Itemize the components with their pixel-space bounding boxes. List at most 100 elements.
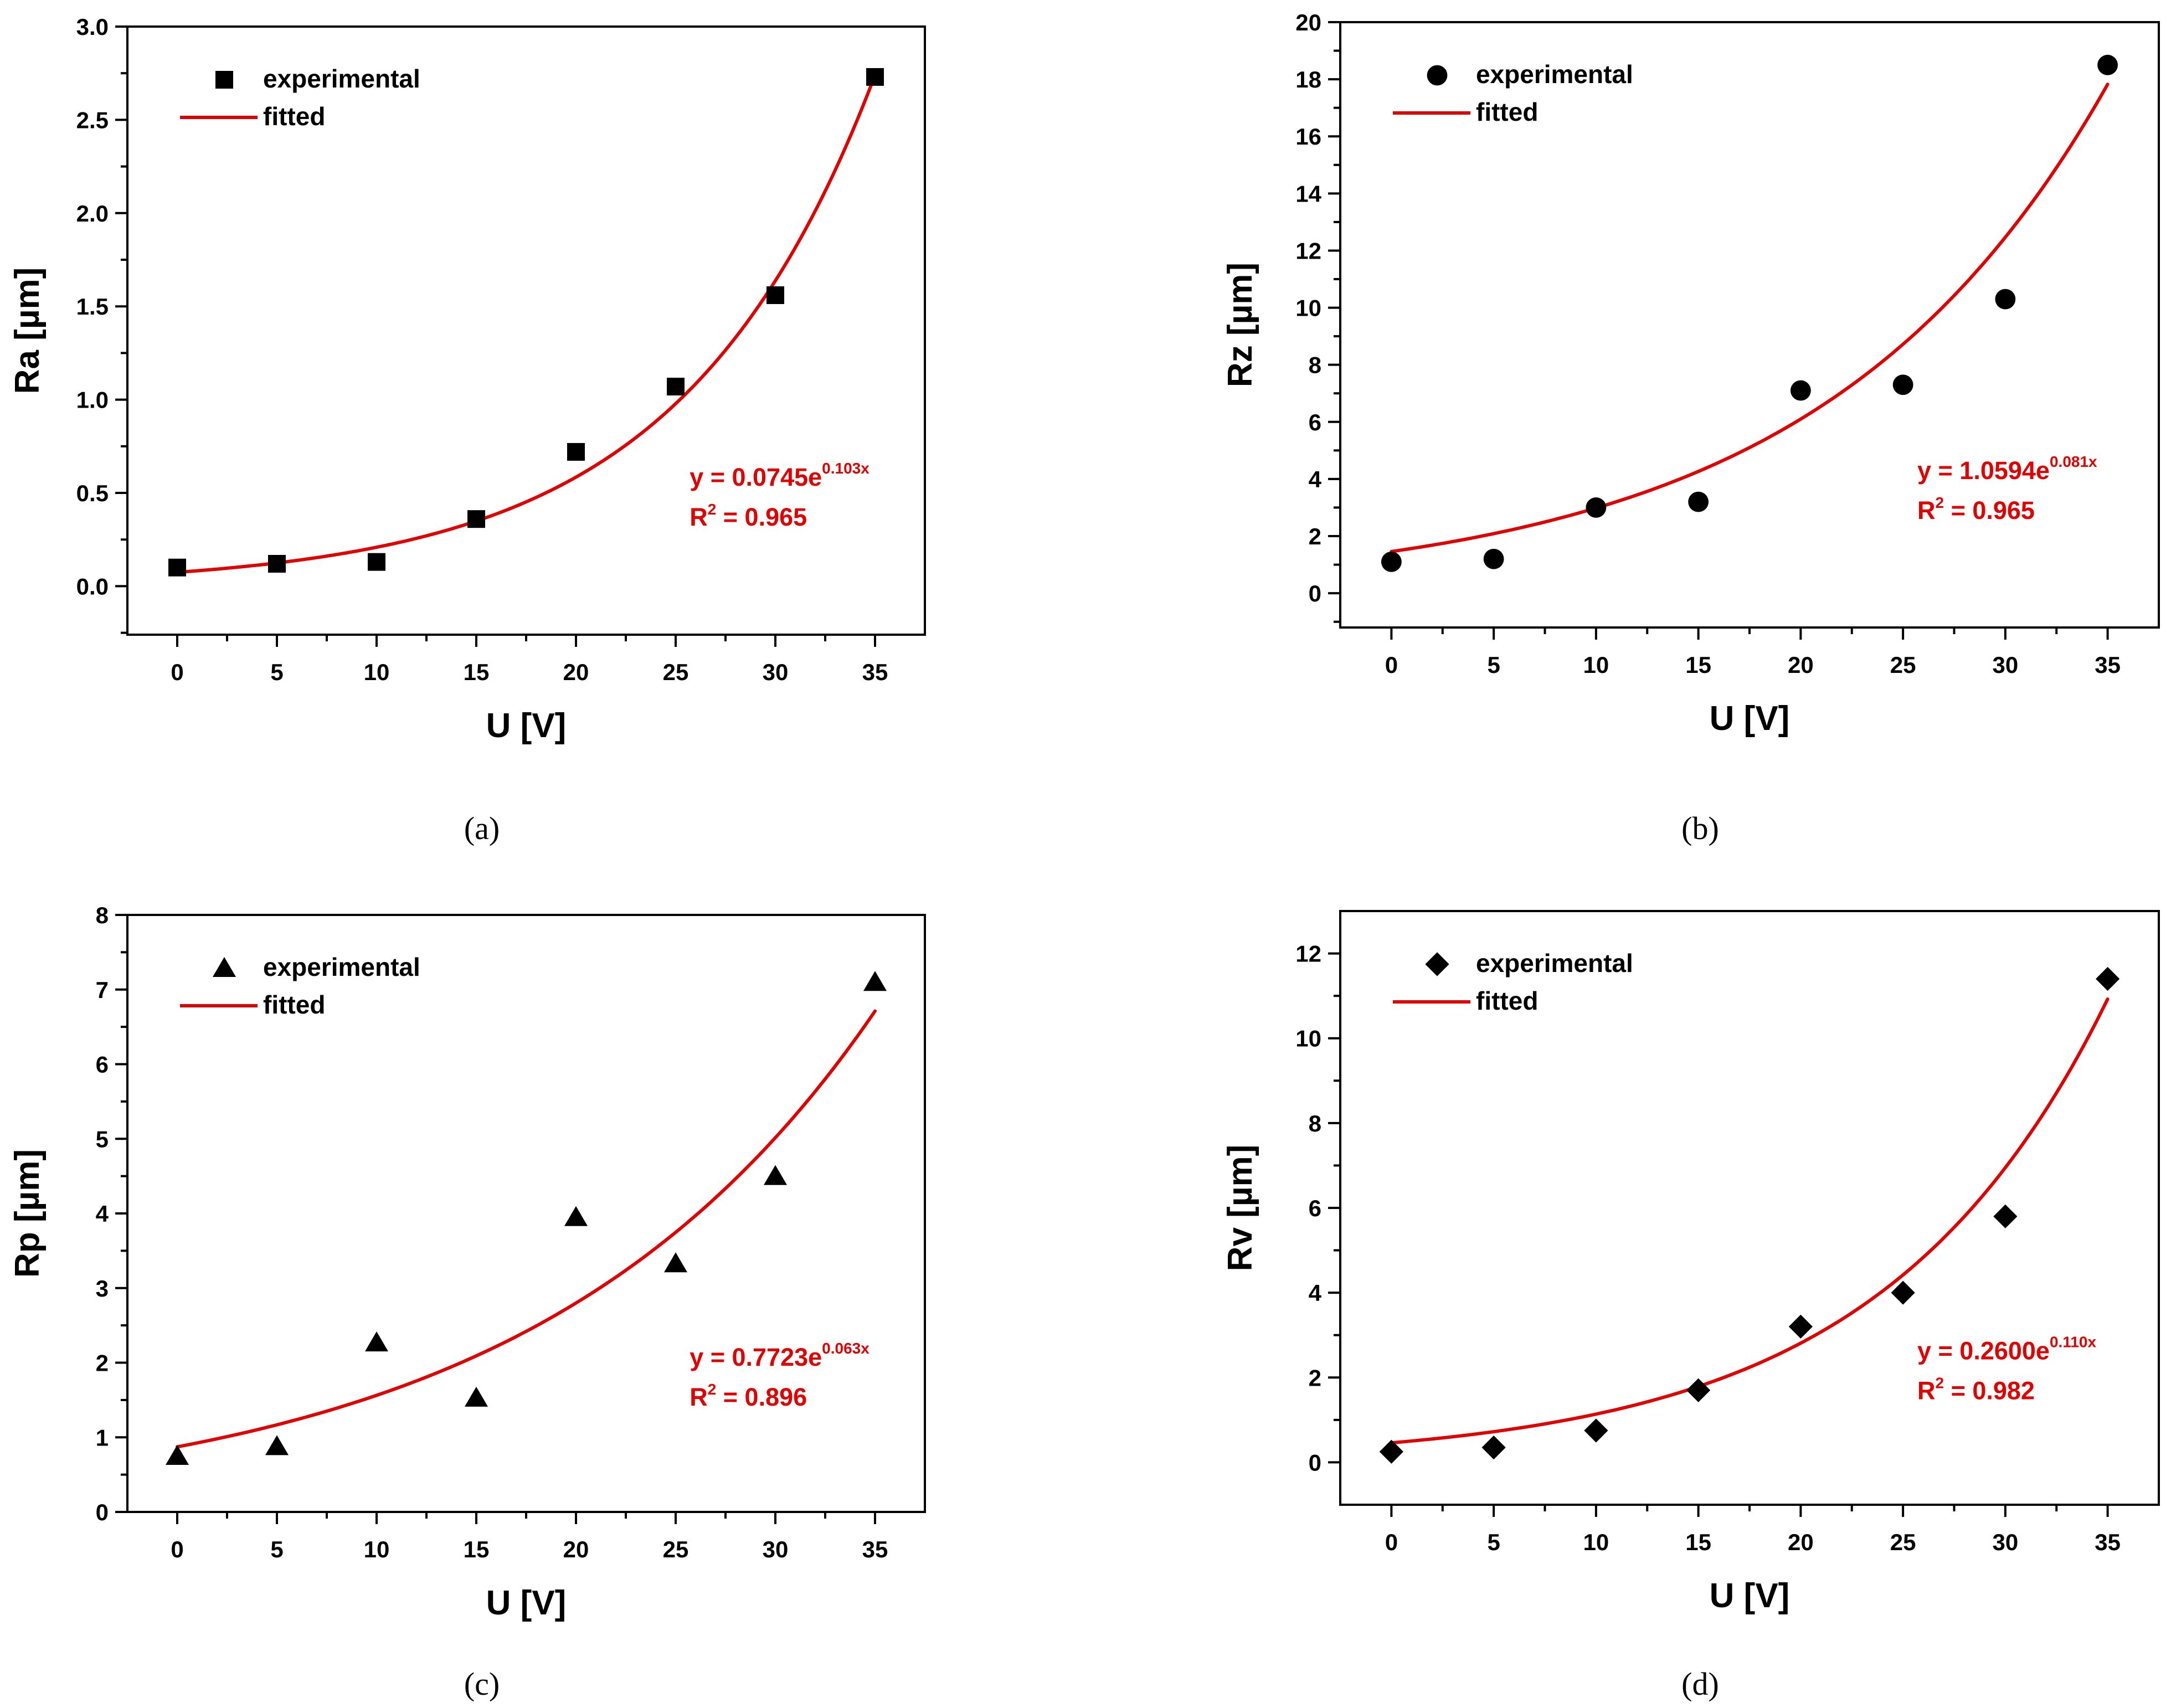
y-tick-label: 2.5 [76, 107, 109, 133]
x-tick-label: 0 [171, 1536, 183, 1562]
x-tick-label: 15 [1685, 1529, 1711, 1555]
y-axis-title: Rz [µm] [1221, 263, 1259, 387]
data-point [866, 68, 884, 86]
data-point [368, 553, 385, 571]
y-tick-label: 1.0 [76, 387, 109, 413]
chart-panel-c: 0 5 10 15 20 25 30 35 0 1 2 3 4 5 6 7 8 U [V] Rp [µm] exper… [8, 902, 926, 1702]
x-tick-label: 20 [563, 659, 589, 685]
fit-equation-exponent: 0.110x [2050, 1333, 2097, 1350]
data-point [564, 1206, 588, 1226]
x-axis-title: U [V] [486, 1584, 567, 1622]
fitted-curve [1390, 997, 2110, 1445]
fit-r-squared: R2 = 0.982 [1917, 1374, 2035, 1405]
r-squared-superscript: 2 [1935, 494, 1944, 511]
fit-equation: y = 1.0594e0.081x [1917, 453, 2097, 485]
chart-panel-b: 0 5 10 15 20 25 30 35 0 2 4 6 8 10 12 14 16 18 20 U [V] Rz [… [1221, 9, 2160, 846]
chart-panel-a: 0 5 10 15 20 25 30 35 0.0 0.5 1.0 1.5 2.0 2.5 3.0 U [V]… [8, 14, 926, 846]
y-tick-label: 12 [1295, 941, 1321, 967]
data-point [1586, 497, 1607, 518]
data-point [667, 378, 685, 396]
data-point [1995, 289, 2016, 310]
y-tick-label: 12 [1295, 238, 1321, 264]
y-tick-label: 3.0 [76, 14, 109, 40]
y-tick-label: 0 [1309, 1449, 1321, 1475]
data-point [764, 1165, 787, 1185]
fit-r-squared: R2 = 0.896 [690, 1381, 807, 1411]
x-tick-label: 5 [270, 659, 283, 685]
y-tick-label: 6 [1309, 1195, 1321, 1221]
fit-r-squared: R2 = 0.965 [690, 501, 807, 531]
x-tick-label: 25 [1890, 652, 1916, 678]
x-tick-label: 35 [862, 1536, 888, 1562]
x-tick-label: 5 [1487, 1529, 1500, 1555]
x-tick-label: 30 [763, 659, 789, 685]
x-tick-label: 30 [1993, 652, 2019, 678]
x-tick-label: 35 [2095, 1529, 2121, 1555]
y-tick-label: 18 [1295, 66, 1321, 92]
data-point [1891, 1280, 1915, 1305]
x-tick-label: 30 [763, 1536, 789, 1562]
x-tick-label: 5 [270, 1536, 283, 1562]
legend-label-fitted: fitted [263, 102, 325, 131]
plot-frame [1339, 910, 2160, 1506]
data-point [863, 971, 887, 991]
x-tick-label: 5 [1487, 652, 1500, 678]
x-axis-title: U [V] [1710, 699, 1790, 738]
x-tick-label: 30 [1993, 1529, 2019, 1555]
legend-marker-experimental [215, 71, 233, 89]
data-point [467, 510, 485, 528]
fit-equation-exponent: 0.063x [822, 1340, 870, 1357]
data-point [1688, 491, 1709, 512]
fit-equation-base: y = 1.0594e [1917, 456, 2050, 485]
x-tick-label: 20 [563, 1536, 589, 1562]
panel-caption: (d) [1681, 1666, 1719, 1702]
r-squared-label: R [690, 503, 708, 531]
y-tick-label: 8 [1309, 352, 1321, 378]
y-tick-label: 8 [96, 902, 109, 928]
fit-equation-base: y = 0.0745e [690, 463, 822, 491]
r-squared-value: = 0.896 [716, 1383, 807, 1411]
y-tick-label: 0.0 [76, 573, 109, 599]
data-point [1584, 1418, 1608, 1443]
y-axis-title: Ra [µm] [8, 267, 47, 394]
fit-equation-exponent: 0.081x [2050, 453, 2097, 470]
legend-label-experimental: experimental [263, 64, 420, 93]
y-tick-label: 0 [96, 1499, 109, 1525]
x-tick-label: 10 [364, 1536, 390, 1562]
x-tick-label: 25 [663, 659, 689, 685]
x-tick-label: 10 [364, 659, 390, 685]
legend-label-fitted: fitted [1476, 986, 1538, 1015]
x-tick-label: 20 [1788, 1529, 1814, 1555]
data-point [1481, 1436, 1506, 1460]
y-tick-label: 2 [96, 1350, 109, 1376]
y-tick-label: 10 [1295, 295, 1321, 321]
y-tick-label: 4 [1309, 1280, 1322, 1306]
data-point [1381, 552, 1402, 572]
r-squared-superscript: 2 [708, 1381, 717, 1398]
y-tick-label: 8 [1309, 1110, 1321, 1136]
data-point [567, 443, 585, 461]
x-tick-label: 35 [2095, 652, 2121, 678]
y-tick-label: 2 [1309, 1365, 1321, 1391]
y-axis-title: Rp [µm] [8, 1149, 47, 1278]
r-squared-label: R [1917, 496, 1936, 524]
y-tick-label: 14 [1295, 181, 1321, 207]
fitted-curve [1390, 83, 2110, 553]
panel-caption: (b) [1681, 810, 1719, 846]
x-tick-label: 35 [862, 659, 888, 685]
legend-label-fitted: fitted [263, 990, 325, 1019]
fit-equation: y = 0.0745e0.103x [690, 460, 870, 491]
y-axis-title: Rv [µm] [1221, 1145, 1259, 1272]
fitted-curve [176, 73, 877, 574]
x-tick-label: 0 [1385, 1529, 1398, 1555]
fit-equation-base: y = 0.2600e [1917, 1336, 2050, 1365]
fitted-curve [176, 1009, 877, 1449]
y-tick-label: 10 [1295, 1026, 1321, 1052]
legend-marker-experimental [213, 957, 236, 977]
legend-marker-experimental [1425, 952, 1449, 976]
r-squared-superscript: 2 [1935, 1374, 1944, 1391]
data-point [166, 1444, 189, 1465]
x-tick-label: 25 [1890, 1529, 1916, 1555]
data-point [365, 1331, 388, 1352]
data-point [1483, 548, 1504, 569]
